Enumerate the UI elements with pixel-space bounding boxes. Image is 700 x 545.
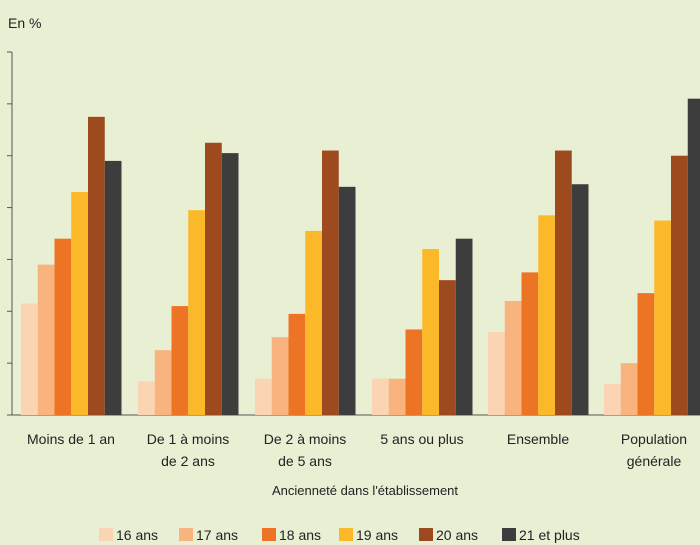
bar (255, 378, 272, 415)
bar (338, 186, 356, 415)
bar (271, 337, 289, 415)
bar (687, 98, 700, 416)
x-axis-title: Ancienneté dans l'établissement (272, 483, 458, 498)
legend: 16 ans 17 ans 18 ans 19 ans 20 ans 21 et plus (99, 527, 580, 543)
bar (439, 280, 456, 415)
legend-swatch (502, 528, 516, 541)
bar (604, 383, 621, 415)
bar (205, 142, 222, 415)
legend-swatch (339, 528, 353, 541)
bar (488, 332, 505, 415)
category-label: Population générale (621, 431, 687, 469)
bar (538, 215, 555, 415)
bar (521, 272, 539, 415)
bar (671, 155, 688, 415)
bar (88, 116, 105, 416)
bar (138, 381, 155, 415)
legend-label: 16 ans (116, 527, 158, 543)
legend-label: 21 et plus (519, 527, 580, 543)
unit-label: En % (8, 15, 41, 31)
bar (54, 238, 72, 415)
legend-swatch (99, 528, 113, 541)
legend-label: 20 ans (436, 527, 478, 543)
legend-label: 18 ans (279, 527, 321, 543)
category-label: 5 ans ou plus (380, 431, 463, 447)
category-label: Ensemble (507, 431, 569, 447)
bar (555, 150, 572, 415)
bar (620, 363, 638, 415)
legend-label: 17 ans (196, 527, 238, 543)
bar (305, 230, 322, 415)
bar (37, 264, 55, 415)
bar (455, 238, 473, 415)
bar (422, 249, 439, 415)
category-label: De 2 à moins de 5 ans (264, 431, 346, 469)
y-axis-ticks (7, 51, 12, 416)
bar (221, 153, 239, 415)
bar (504, 300, 522, 415)
bar (188, 210, 205, 415)
bar (21, 303, 38, 415)
bar (405, 329, 423, 415)
bars-layer (21, 98, 700, 416)
legend-swatch (179, 528, 193, 541)
category-label: De 1 à moins de 2 ans (147, 431, 229, 469)
bar (288, 313, 306, 415)
bar (372, 378, 389, 415)
bar (388, 378, 406, 415)
bar (654, 220, 671, 415)
bar (637, 293, 655, 415)
bar (571, 184, 589, 415)
legend-swatch (262, 528, 276, 541)
bar (71, 192, 88, 415)
category-label: Moins de 1 an (27, 431, 115, 447)
legend-swatch (419, 528, 433, 541)
bar (171, 306, 189, 415)
bar (154, 350, 172, 415)
bar (104, 160, 122, 415)
bar (322, 150, 339, 415)
category-labels: Moins de 1 an De 1 à moins de 2 ans De 2 à … (27, 431, 687, 469)
legend-label: 19 ans (356, 527, 398, 543)
